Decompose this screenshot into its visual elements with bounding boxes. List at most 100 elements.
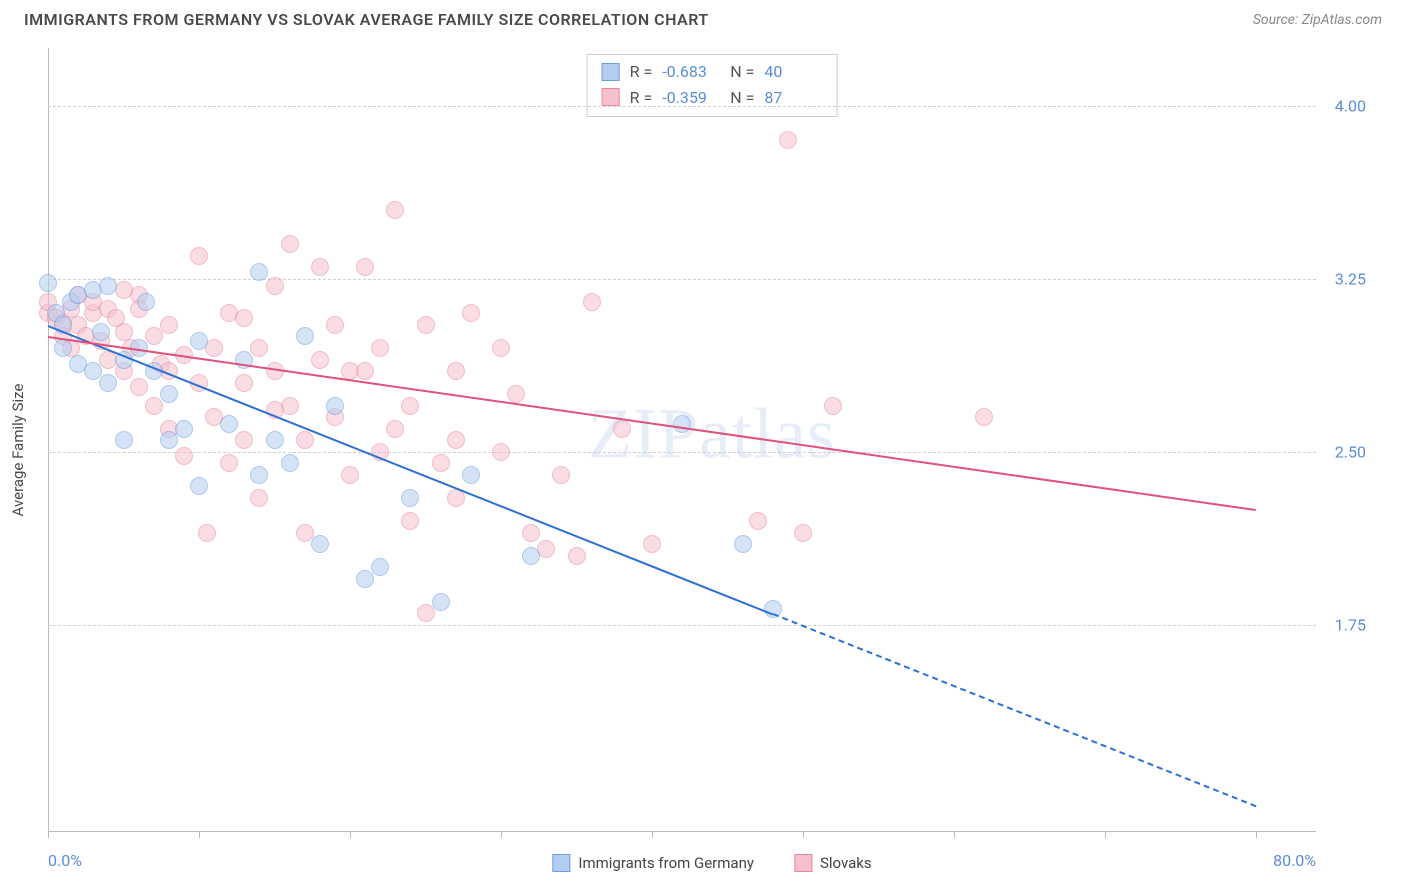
germany-point bbox=[281, 454, 299, 472]
slovaks-point bbox=[401, 512, 419, 530]
slovaks-point bbox=[235, 374, 253, 392]
slovaks-point bbox=[568, 547, 586, 565]
gridline bbox=[48, 106, 1316, 107]
slovaks-point bbox=[281, 235, 299, 253]
x-tick bbox=[501, 832, 502, 838]
slovaks-point bbox=[250, 339, 268, 357]
stats-legend: R =-0.683N =40R =-0.359N =87 bbox=[587, 54, 838, 117]
germany-point bbox=[160, 385, 178, 403]
germany-point bbox=[432, 593, 450, 611]
slovaks-point bbox=[386, 201, 404, 219]
germany-swatch bbox=[602, 63, 620, 81]
germany-point bbox=[54, 339, 72, 357]
slovaks-point bbox=[522, 524, 540, 542]
x-axis-line bbox=[48, 831, 1316, 832]
slovaks-point bbox=[130, 378, 148, 396]
germany-point bbox=[401, 489, 419, 507]
slovaks-point bbox=[250, 489, 268, 507]
y-axis-label: Average Family Size bbox=[9, 384, 27, 517]
legend-label: Immigrants from Germany bbox=[578, 854, 754, 872]
slovaks-point bbox=[447, 431, 465, 449]
stats-row-germany: R = -0.683 N = 40 bbox=[602, 59, 823, 85]
slovaks-point bbox=[266, 277, 284, 295]
slovaks-point bbox=[296, 431, 314, 449]
source-attribution: Source: ZipAtlas.com bbox=[1253, 12, 1382, 28]
x-tick bbox=[199, 832, 200, 838]
slovaks-point bbox=[386, 420, 404, 438]
germany-point bbox=[220, 415, 238, 433]
n-value: 40 bbox=[764, 59, 822, 85]
n-label: N = bbox=[730, 59, 754, 85]
slovaks-point bbox=[198, 524, 216, 542]
slovaks-point bbox=[643, 535, 661, 553]
legend-label: Slovaks bbox=[820, 854, 872, 872]
slovaks-point bbox=[175, 447, 193, 465]
x-tick bbox=[803, 832, 804, 838]
slovaks-swatch bbox=[602, 88, 620, 106]
germany-point bbox=[175, 420, 193, 438]
slovaks-point bbox=[190, 247, 208, 265]
slovaks-point bbox=[356, 362, 374, 380]
legend-item-germany: Immigrants from Germany bbox=[552, 854, 754, 872]
y-axis-line bbox=[48, 48, 49, 832]
series-legend: Immigrants from Germany Slovaks bbox=[552, 854, 871, 872]
germany-point bbox=[371, 558, 389, 576]
slovaks-point bbox=[779, 131, 797, 149]
germany-point bbox=[39, 274, 57, 292]
x-axis-max-label: 80.0% bbox=[1273, 851, 1316, 870]
slovaks-point bbox=[145, 327, 163, 345]
slovaks-swatch bbox=[794, 854, 812, 872]
slovaks-point bbox=[371, 339, 389, 357]
germany-point bbox=[250, 466, 268, 484]
chart-area: Average Family Size ZIPatlas R =-0.683N … bbox=[48, 48, 1376, 852]
chart-title: IMMIGRANTS FROM GERMANY VS SLOVAK AVERAG… bbox=[24, 10, 709, 29]
x-tick bbox=[48, 832, 49, 838]
y-tick-label: 3.25 bbox=[1335, 269, 1366, 288]
slovaks-point bbox=[447, 362, 465, 380]
germany-point bbox=[311, 535, 329, 553]
slovaks-point bbox=[235, 309, 253, 327]
x-tick bbox=[652, 832, 653, 838]
germany-point bbox=[99, 277, 117, 295]
slovaks-point bbox=[824, 397, 842, 415]
germany-point bbox=[99, 374, 117, 392]
germany-point bbox=[673, 415, 691, 433]
x-tick bbox=[350, 832, 351, 838]
germany-point bbox=[190, 332, 208, 350]
r-value: -0.683 bbox=[662, 59, 720, 85]
x-tick bbox=[1256, 832, 1257, 838]
slovaks-point bbox=[145, 397, 163, 415]
y-tick-label: 2.50 bbox=[1335, 442, 1366, 461]
slovaks-point bbox=[749, 512, 767, 530]
y-tick-label: 1.75 bbox=[1335, 615, 1366, 634]
slovaks-point bbox=[311, 258, 329, 276]
slovaks-point bbox=[462, 304, 480, 322]
plot-area: ZIPatlas R =-0.683N =40R =-0.359N =87 0.… bbox=[48, 48, 1376, 852]
slovaks-point bbox=[507, 385, 525, 403]
germany-point bbox=[296, 327, 314, 345]
germany-point bbox=[356, 570, 374, 588]
slovaks-point bbox=[326, 316, 344, 334]
germany-trendline bbox=[48, 325, 774, 615]
germany-point bbox=[137, 293, 155, 311]
germany-point bbox=[734, 535, 752, 553]
germany-trendline-extrapolated bbox=[772, 613, 1256, 807]
slovaks-point bbox=[552, 466, 570, 484]
gridline bbox=[48, 279, 1316, 280]
slovaks-point bbox=[341, 466, 359, 484]
slovaks-point bbox=[583, 293, 601, 311]
r-label: R = bbox=[630, 59, 653, 85]
slovaks-point bbox=[311, 351, 329, 369]
x-tick bbox=[1105, 832, 1106, 838]
x-tick bbox=[954, 832, 955, 838]
legend-item-slovaks: Slovaks bbox=[794, 854, 872, 872]
germany-point bbox=[522, 547, 540, 565]
germany-point bbox=[115, 431, 133, 449]
slovaks-point bbox=[492, 339, 510, 357]
slovaks-point bbox=[613, 420, 631, 438]
slovaks-point bbox=[356, 258, 374, 276]
slovaks-point bbox=[401, 397, 419, 415]
slovaks-point bbox=[417, 604, 435, 622]
germany-point bbox=[92, 323, 110, 341]
y-tick-label: 4.00 bbox=[1335, 96, 1366, 115]
